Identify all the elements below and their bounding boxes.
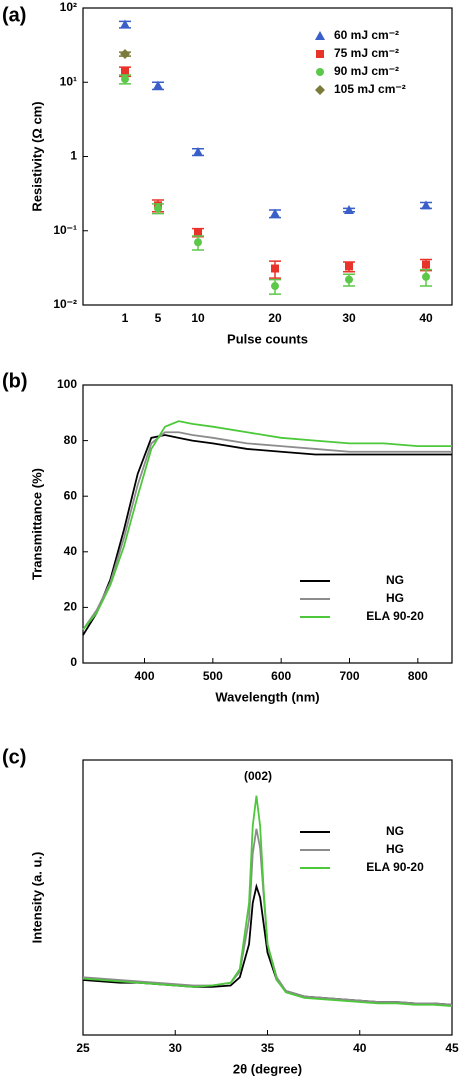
legend-swatch [316, 68, 324, 76]
x-tick-label: 20 [268, 311, 282, 325]
marker [270, 208, 280, 218]
panel-label: (c) [2, 746, 26, 768]
marker [316, 68, 324, 76]
legend-swatch [315, 31, 325, 40]
data-line [82, 420, 452, 631]
x-tick-label: 30 [342, 311, 356, 325]
x-axis-title: Pulse counts [227, 331, 308, 346]
x-tick-label: 10 [191, 311, 205, 325]
data-line [82, 434, 452, 636]
y-tick-label: 10⁻² [53, 297, 77, 311]
panel-label: (b) [2, 370, 28, 392]
y-tick-label: 0 [70, 655, 77, 669]
marker [344, 205, 354, 215]
x-tick-label: 5 [155, 311, 162, 325]
y-tick-label: 10⁻¹ [53, 223, 77, 237]
marker [194, 238, 202, 247]
marker [271, 264, 279, 273]
marker [421, 200, 431, 210]
annotation: (002) [244, 769, 272, 783]
x-tick-label: 25 [76, 1041, 90, 1055]
y-tick-label: 80 [64, 433, 78, 447]
marker [316, 50, 324, 58]
y-tick-label: 40 [64, 544, 78, 558]
y-tick-label: 1 [70, 149, 77, 163]
legend-label: NG [386, 573, 404, 587]
legend-label: 60 mJ cm⁻² [334, 28, 399, 42]
x-tick-label: 35 [261, 1041, 275, 1055]
x-tick-label: 400 [134, 669, 154, 683]
x-tick-label: 500 [203, 669, 223, 683]
marker [345, 262, 353, 271]
data-line [82, 795, 453, 1008]
x-tick-label: 800 [408, 669, 428, 683]
x-tick-label: 30 [169, 1041, 183, 1055]
plot-frame [82, 759, 453, 1036]
marker [120, 49, 130, 60]
x-tick-label: 40 [353, 1041, 367, 1055]
x-tick-label: 700 [339, 669, 359, 683]
legend-swatch [315, 85, 325, 95]
x-tick-label: 600 [271, 669, 291, 683]
legend-label: 75 mJ cm⁻² [334, 46, 399, 60]
y-tick-label: 60 [64, 488, 78, 502]
x-axis-title: Wavelength (nm) [215, 689, 319, 704]
x-axis-title: 2θ (degree) [233, 1061, 302, 1076]
x-tick-label: 1 [122, 311, 129, 325]
data-line [82, 828, 453, 1006]
marker [271, 282, 279, 291]
legend-label: ELA 90-20 [366, 609, 424, 623]
y-axis-title: Resistivity (Ω cm) [29, 101, 44, 211]
legend-label: ELA 90-20 [366, 860, 424, 874]
legend-label: NG [386, 824, 404, 838]
marker [120, 19, 130, 29]
marker [345, 275, 353, 284]
marker [194, 228, 202, 237]
marker [315, 85, 325, 95]
plot-frame [82, 384, 453, 664]
marker [121, 67, 129, 76]
y-axis-title: Transmittance (%) [29, 468, 44, 580]
x-tick-label: 40 [419, 311, 433, 325]
legend-swatch [316, 50, 324, 58]
legend-label: 105 mJ cm⁻² [334, 82, 406, 96]
marker [154, 204, 162, 213]
marker [121, 75, 129, 84]
marker [422, 272, 430, 281]
y-axis-title: Intensity (a. u.) [29, 852, 44, 944]
y-tick-label: 10² [60, 0, 77, 14]
marker [193, 146, 203, 156]
data-line [82, 431, 452, 631]
marker [153, 80, 163, 90]
legend-label: HG [386, 842, 404, 856]
y-tick-label: 10¹ [60, 74, 77, 88]
y-tick-label: 100 [57, 377, 77, 391]
panel-label: (a) [2, 4, 26, 26]
legend-label: 90 mJ cm⁻² [334, 64, 399, 78]
x-tick-label: 45 [445, 1041, 459, 1055]
legend-label: HG [386, 591, 404, 605]
marker [422, 260, 430, 269]
marker [315, 31, 325, 40]
y-tick-label: 20 [64, 600, 78, 614]
